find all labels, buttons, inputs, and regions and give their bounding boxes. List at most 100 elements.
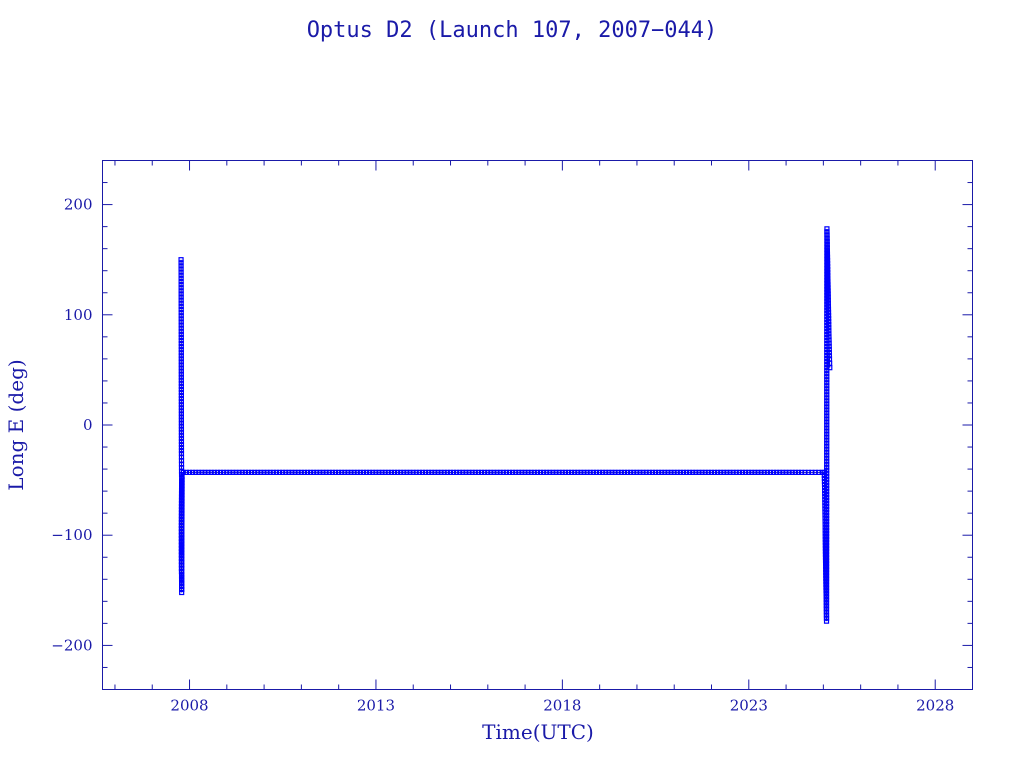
- data-point: [824, 449, 830, 455]
- data-point: [513, 469, 519, 475]
- data-point: [221, 469, 227, 475]
- data-point: [618, 469, 624, 475]
- data-point: [825, 266, 831, 273]
- data-point: [178, 429, 185, 435]
- data-point: [825, 297, 831, 303]
- data-point: [823, 612, 830, 618]
- data-point: [746, 469, 752, 475]
- data-point: [683, 469, 690, 475]
- data-point: [824, 528, 830, 534]
- data-point: [179, 492, 185, 498]
- data-point: [624, 469, 631, 475]
- data-point: [680, 469, 687, 475]
- data-point: [178, 405, 184, 411]
- data-point: [789, 469, 795, 475]
- data-point: [376, 469, 382, 475]
- data-point: [824, 509, 830, 516]
- data-point: [824, 479, 830, 485]
- data-point: [824, 540, 830, 546]
- data-point: [444, 469, 450, 475]
- data-point: [824, 446, 830, 452]
- data-point: [178, 294, 184, 300]
- data-point: [292, 469, 298, 475]
- data-point: [824, 521, 830, 528]
- data-point: [715, 469, 721, 475]
- data-point: [615, 469, 621, 475]
- data-point: [764, 469, 770, 475]
- data-point: [631, 469, 637, 475]
- data-point: [178, 374, 184, 380]
- data-point: [178, 260, 184, 266]
- data-point: [248, 469, 255, 475]
- data-point: [264, 469, 270, 475]
- data-point: [516, 469, 522, 475]
- data-point: [179, 541, 185, 547]
- data-point: [752, 469, 758, 475]
- data-point: [823, 585, 830, 591]
- data-point: [363, 469, 370, 475]
- data-point: [826, 340, 832, 346]
- data-point: [301, 469, 307, 475]
- data-point: [825, 273, 831, 279]
- y-tick-label: −200: [51, 636, 92, 654]
- data-point: [491, 469, 497, 475]
- data-point: [824, 543, 830, 549]
- data-point: [824, 383, 830, 389]
- data-point: [178, 275, 184, 281]
- data-point: [823, 579, 830, 585]
- data-point: [178, 269, 184, 275]
- data-point: [404, 469, 410, 475]
- data-point: [407, 469, 413, 475]
- data-point: [178, 337, 184, 344]
- data-point: [351, 469, 357, 475]
- data-point: [795, 469, 802, 475]
- data-point: [824, 425, 830, 431]
- data-point: [179, 556, 185, 562]
- data-point: [178, 356, 184, 362]
- data-point: [398, 469, 404, 475]
- data-point: [823, 588, 830, 594]
- data-point: [178, 389, 184, 396]
- data-point: [214, 469, 221, 475]
- data-point: [826, 328, 832, 334]
- data-point: [826, 331, 832, 337]
- data-point: [178, 432, 185, 438]
- data-point: [824, 500, 830, 507]
- data-point: [360, 469, 367, 475]
- data-point: [659, 469, 665, 475]
- data-point: [179, 583, 185, 590]
- data-point: [824, 534, 830, 540]
- data-point: [824, 440, 830, 446]
- data-point: [825, 276, 831, 282]
- data-point: [178, 328, 184, 334]
- data-point: [824, 491, 830, 498]
- data-point: [824, 485, 830, 491]
- data-point: [534, 469, 541, 475]
- data-point: [178, 380, 184, 386]
- data-point: [824, 452, 830, 458]
- data-point: [824, 371, 830, 377]
- data-point: [826, 315, 832, 322]
- data-point: [179, 538, 185, 544]
- data-point: [824, 245, 830, 251]
- data-point: [286, 469, 292, 475]
- data-point: [454, 469, 460, 475]
- data-point: [575, 469, 581, 475]
- data-point: [826, 343, 832, 349]
- data-point: [326, 469, 332, 475]
- data-point: [665, 469, 671, 475]
- data-point: [823, 594, 830, 600]
- data-point: [335, 469, 342, 475]
- data-point: [466, 469, 472, 475]
- data-point: [786, 469, 792, 475]
- data-point: [584, 469, 590, 475]
- data-point: [637, 469, 643, 475]
- data-point: [323, 469, 329, 475]
- data-point: [824, 464, 830, 470]
- data-point: [572, 469, 578, 475]
- data-point: [432, 469, 438, 475]
- data-point: [242, 469, 248, 475]
- data-point: [755, 469, 761, 475]
- data-point: [179, 513, 185, 519]
- x-tick-label: 2028: [916, 697, 954, 715]
